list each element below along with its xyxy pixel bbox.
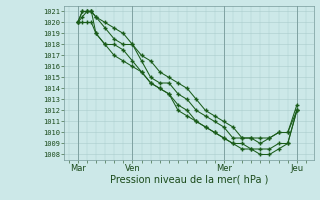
X-axis label: Pression niveau de la mer( hPa ): Pression niveau de la mer( hPa ) [110,175,268,185]
